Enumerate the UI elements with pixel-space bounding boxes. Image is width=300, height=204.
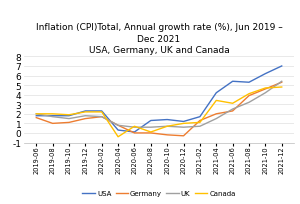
USA: [214, 92, 218, 94]
Canada: [67, 114, 71, 116]
Canada: [182, 123, 185, 125]
Germany: [51, 123, 54, 125]
Germany: [34, 117, 38, 119]
Germany: [100, 116, 103, 118]
Canada: [116, 136, 120, 138]
UK: [231, 108, 234, 111]
Line: UK: UK: [36, 82, 282, 128]
Germany: [231, 110, 234, 113]
Germany: [247, 95, 251, 97]
USA: [149, 120, 153, 122]
UK: [182, 126, 185, 129]
Canada: [165, 125, 169, 128]
Germany: [116, 124, 120, 127]
USA: [182, 121, 185, 123]
UK: [165, 125, 169, 128]
UK: [149, 126, 153, 129]
USA: [34, 115, 38, 117]
UK: [214, 118, 218, 120]
Canada: [84, 111, 87, 114]
Line: USA: USA: [36, 67, 282, 132]
Canada: [247, 93, 251, 95]
Germany: [198, 120, 202, 122]
Canada: [51, 113, 54, 115]
USA: [231, 81, 234, 83]
Canada: [149, 131, 153, 134]
USA: [116, 129, 120, 132]
UK: [100, 116, 103, 118]
Canada: [100, 111, 103, 114]
USA: [51, 115, 54, 117]
Germany: [149, 132, 153, 134]
UK: [198, 125, 202, 128]
UK: [264, 92, 267, 94]
USA: [84, 110, 87, 113]
USA: [67, 115, 71, 117]
USA: [133, 131, 136, 134]
UK: [34, 113, 38, 115]
Line: Germany: Germany: [36, 83, 282, 136]
Line: Canada: Canada: [36, 88, 282, 137]
UK: [51, 116, 54, 118]
UK: [84, 115, 87, 117]
USA: [165, 119, 169, 121]
UK: [116, 124, 120, 127]
Germany: [133, 132, 136, 134]
UK: [67, 118, 71, 120]
Canada: [133, 125, 136, 128]
Canada: [264, 87, 267, 90]
Canada: [231, 103, 234, 105]
USA: [280, 65, 284, 68]
UK: [247, 102, 251, 104]
Germany: [84, 118, 87, 120]
USA: [247, 82, 251, 84]
Canada: [34, 113, 38, 115]
Canada: [198, 122, 202, 124]
Canada: [280, 86, 284, 89]
Germany: [165, 134, 169, 136]
Germany: [264, 88, 267, 91]
USA: [198, 116, 202, 118]
Germany: [67, 122, 71, 124]
USA: [264, 73, 267, 75]
USA: [100, 110, 103, 113]
Germany: [280, 82, 284, 84]
Canada: [214, 100, 218, 102]
UK: [280, 81, 284, 83]
Legend: USA, Germany, UK, Canada: USA, Germany, UK, Canada: [80, 187, 238, 199]
Germany: [182, 135, 185, 137]
Germany: [214, 113, 218, 115]
UK: [133, 126, 136, 129]
Title: Inflation (CPI)Total, Annual growth rate (%), Jun 2019 –
Dec 2021
USA, Germany, : Inflation (CPI)Total, Annual growth rate…: [36, 23, 282, 55]
